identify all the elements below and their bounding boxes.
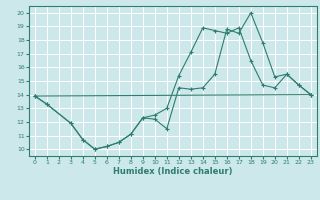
X-axis label: Humidex (Indice chaleur): Humidex (Indice chaleur) — [113, 167, 233, 176]
